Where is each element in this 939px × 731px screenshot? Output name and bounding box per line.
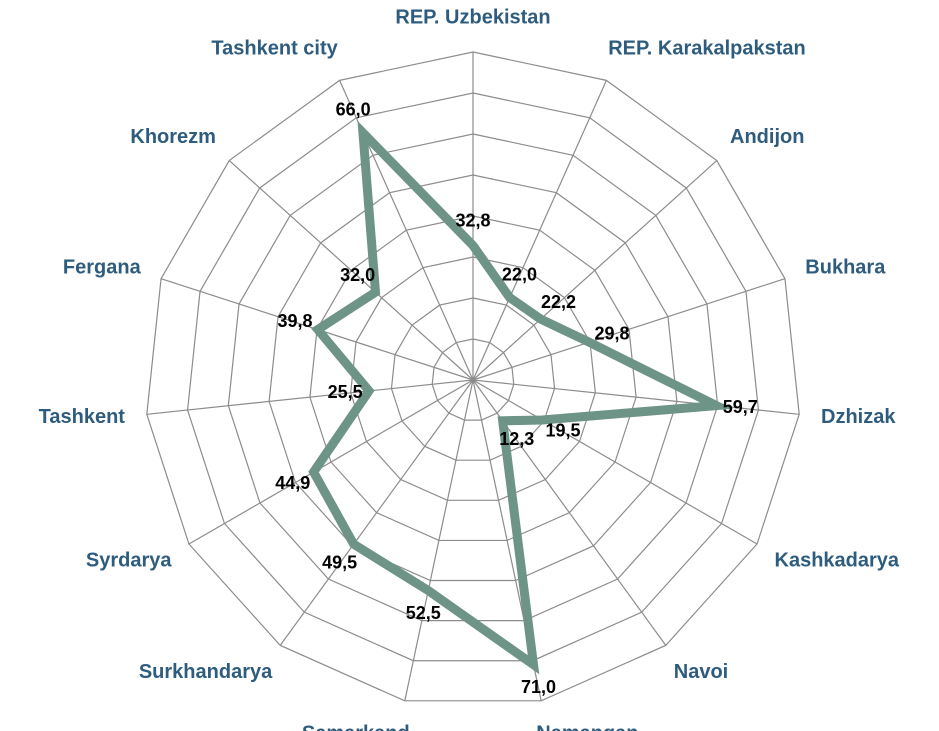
value-label: 66,0 [336, 100, 371, 120]
spoke [472, 379, 758, 545]
spoke [472, 379, 800, 415]
category-label: REP. Uzbekistan [395, 6, 550, 28]
category-label: Dzhizak [821, 406, 896, 428]
grid-ring [390, 297, 556, 461]
category-label: Samarkand [302, 722, 410, 731]
value-label: 29,8 [595, 324, 630, 344]
spoke [228, 160, 474, 381]
value-label: 19,5 [545, 421, 580, 441]
grid-ring [309, 215, 637, 542]
category-label: Tashkent city [211, 38, 338, 60]
category-label: Surkhandarya [139, 661, 273, 683]
value-label: 59,7 [723, 397, 758, 417]
spoke [279, 379, 474, 646]
category-label: Tashkent [39, 406, 126, 428]
category-label: Bukhara [805, 256, 886, 278]
category-label: Kashkadarya [775, 549, 900, 571]
spoke [188, 379, 474, 545]
value-label: 32,8 [455, 210, 490, 230]
category-label: Fergana [63, 256, 142, 278]
value-label: 49,5 [322, 552, 357, 572]
value-label: 22,0 [502, 264, 537, 284]
value-label: 22,2 [541, 292, 576, 312]
value-label: 25,5 [328, 382, 363, 402]
spoke [472, 80, 607, 381]
category-label: Khorezm [130, 126, 216, 148]
grid-ring [268, 174, 678, 582]
spoke [146, 379, 474, 415]
category-label: Syrdarya [86, 549, 172, 571]
spoke [472, 160, 718, 381]
grid-ring [186, 92, 760, 662]
category-label: Namangan [536, 722, 638, 731]
grid-ring [431, 338, 515, 421]
value-label: 12,3 [499, 429, 534, 449]
value-label: 32,0 [340, 265, 375, 285]
value-label: 52,5 [406, 603, 441, 623]
spoke [472, 278, 786, 381]
category-label: Navoi [674, 661, 728, 683]
value-label: 39,8 [277, 311, 312, 331]
series-line [308, 120, 733, 675]
category-label: Andijon [730, 126, 804, 148]
grid-ring [146, 51, 800, 702]
value-label: 44,9 [275, 473, 310, 493]
grid-ring [350, 256, 596, 501]
category-label: REP. Karakalpakstan [608, 38, 806, 60]
spoke [404, 379, 474, 701]
value-label: 71,0 [521, 677, 556, 697]
